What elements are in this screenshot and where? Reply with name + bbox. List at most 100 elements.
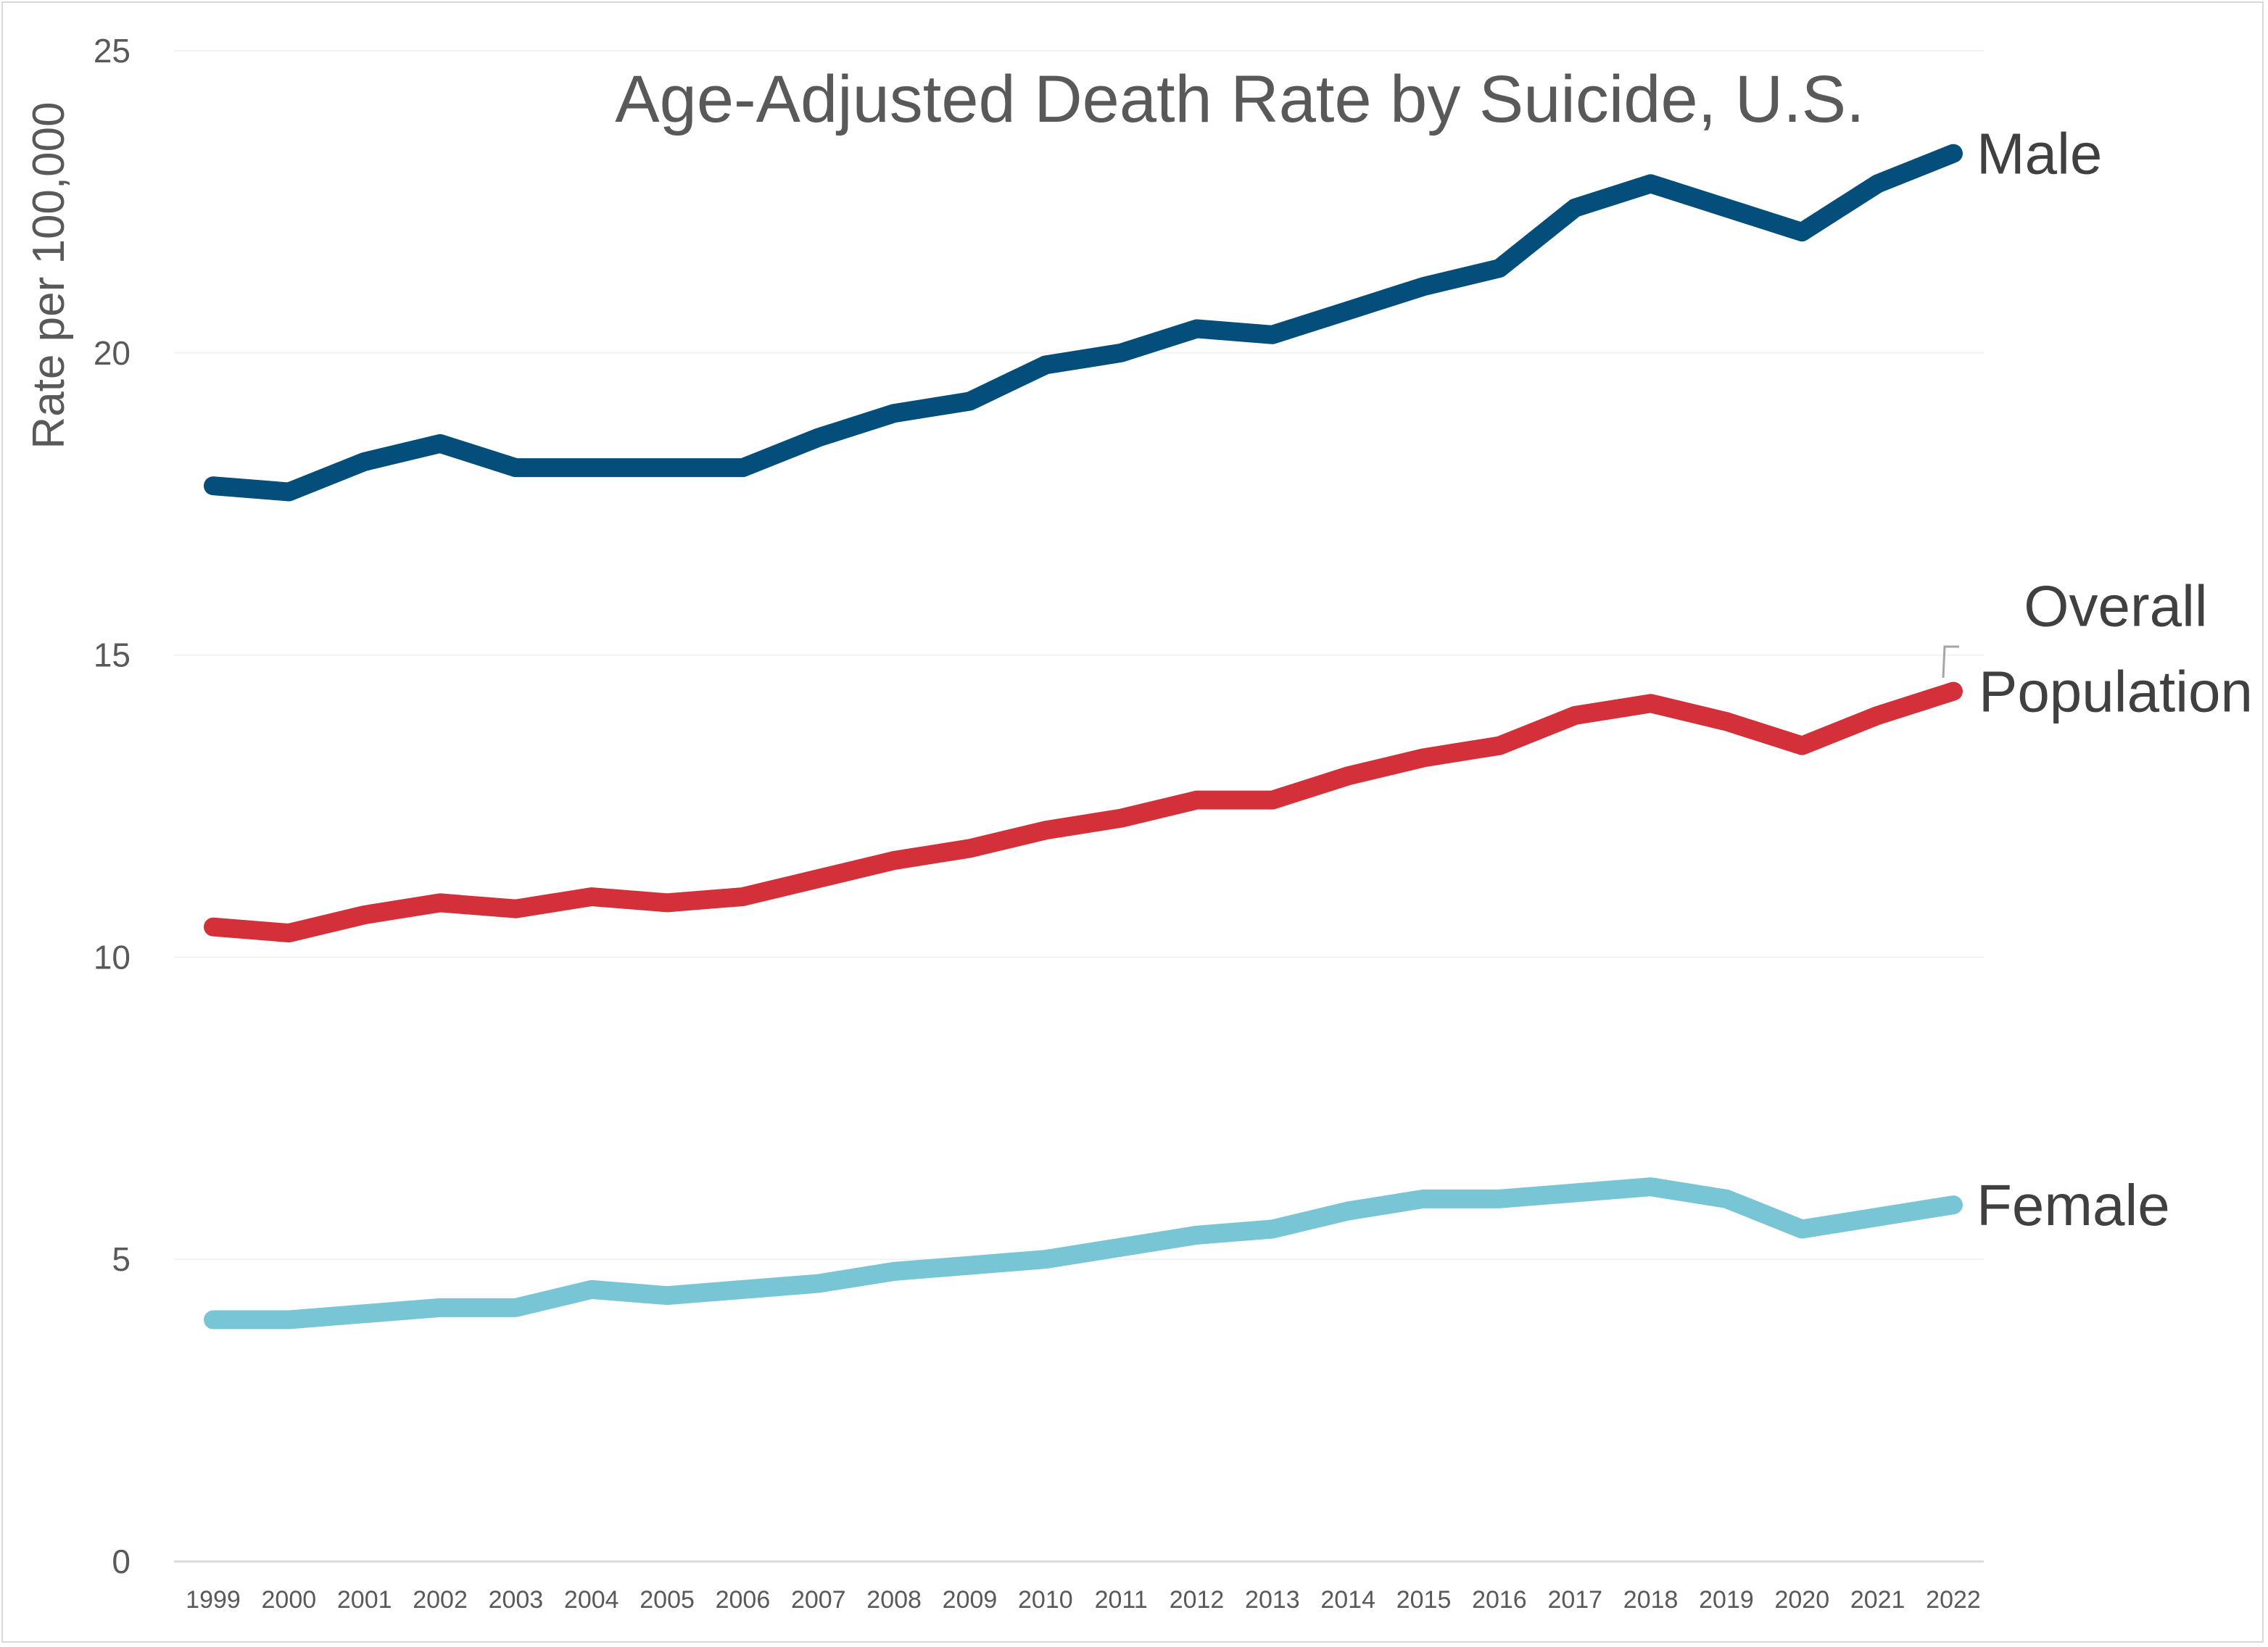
male-label: Male — [1977, 122, 2102, 186]
overall-population-label: Overall — [2024, 574, 2207, 639]
x-tick-label: 2020 — [1774, 1586, 1829, 1614]
female-point — [1650, 1186, 1652, 1188]
overall-population-point — [1196, 799, 1198, 801]
overall-population-point — [363, 914, 365, 916]
overall-population-point — [1876, 714, 1879, 716]
male-point — [212, 485, 214, 487]
female-point — [590, 1288, 592, 1290]
overall-population-point — [1725, 721, 1727, 723]
x-tick-label: 2016 — [1472, 1586, 1527, 1614]
male-point — [1650, 183, 1652, 185]
x-tick-label: 2009 — [943, 1586, 998, 1614]
male-point — [515, 467, 517, 469]
overall-population-point — [288, 932, 290, 934]
female-point — [1801, 1228, 1803, 1230]
y-tick-label: 0 — [112, 1543, 131, 1580]
female-point — [1120, 1246, 1122, 1248]
male-point — [288, 491, 290, 493]
male-point — [1498, 267, 1500, 270]
x-tick-label: 2005 — [640, 1586, 695, 1614]
overall-population-point — [1423, 757, 1425, 759]
male-point — [1574, 207, 1576, 209]
female-point — [969, 1264, 971, 1266]
x-tick-label: 2012 — [1170, 1586, 1225, 1614]
overall-population-point — [969, 847, 971, 850]
x-tick-label: 2004 — [564, 1586, 619, 1614]
y-tick-label: 15 — [94, 636, 131, 674]
y-axis-ticks: 0 5 10 15 20 25 — [94, 32, 131, 1580]
female-point — [1196, 1234, 1198, 1236]
male-point — [439, 442, 442, 444]
x-tick-label: 2017 — [1547, 1586, 1602, 1614]
chart-title: Age-Adjusted Death Rate by Suicide, U.S. — [615, 62, 1864, 136]
male-point — [1044, 364, 1046, 366]
male-point — [1725, 207, 1727, 209]
female-point — [1725, 1198, 1727, 1200]
overall-population-point — [893, 860, 895, 862]
female-point — [439, 1306, 442, 1308]
y-tick-label: 20 — [94, 334, 131, 372]
x-tick-label: 2022 — [1926, 1586, 1981, 1614]
male-point — [893, 412, 895, 415]
overall-population-point — [1953, 690, 1954, 692]
female-line — [204, 1177, 1963, 1329]
female-point — [1498, 1198, 1500, 1200]
male-point — [1196, 328, 1198, 330]
series-labels: Male Overall Population Female — [1977, 122, 2253, 1237]
female-point — [1876, 1216, 1879, 1218]
male-point — [1120, 352, 1122, 354]
x-tick-label: 2015 — [1396, 1586, 1452, 1614]
x-tick-label: 2018 — [1623, 1586, 1679, 1614]
overall-population-point — [1044, 829, 1046, 831]
female-point — [1574, 1192, 1576, 1194]
overall-population-point — [515, 908, 517, 910]
overall-population-point — [1347, 775, 1349, 777]
x-axis-ticks: 1999 2000 2001 2002 2003 2004 2005 2006 2007 2008… — [186, 1586, 1981, 1614]
female-point — [817, 1282, 819, 1285]
male-point — [666, 467, 669, 469]
series-lines — [204, 144, 1963, 1329]
x-tick-label: 2010 — [1018, 1586, 1073, 1614]
x-tick-label: 2006 — [716, 1586, 771, 1614]
overall-population-point — [1801, 744, 1803, 747]
y-axis-title: Rate per 100,000 — [24, 101, 74, 449]
x-tick-label: 2003 — [489, 1586, 544, 1614]
overall-population-point — [1498, 744, 1500, 747]
gridlines — [174, 50, 1984, 1261]
overall-population-point — [590, 896, 592, 898]
overall-population-point — [742, 896, 744, 898]
x-tick-label: 2019 — [1699, 1586, 1754, 1614]
overall-population-label: Population — [1979, 660, 2253, 724]
female-point — [666, 1295, 669, 1297]
male-point — [1953, 152, 1954, 154]
male-point — [1801, 231, 1803, 233]
male-point — [1876, 183, 1879, 185]
x-tick-label: 2013 — [1245, 1586, 1300, 1614]
x-tick-label: 1999 — [186, 1586, 241, 1614]
male-point — [1423, 286, 1425, 288]
overall-population-line — [204, 681, 1963, 943]
female-point — [288, 1319, 290, 1321]
female-point — [363, 1313, 365, 1315]
overall-population-point — [666, 902, 669, 904]
overall-label-leader-line — [1942, 645, 1959, 679]
male-line — [204, 144, 1963, 502]
x-tick-label: 2008 — [866, 1586, 922, 1614]
overall-population-point — [1120, 817, 1122, 819]
male-point — [817, 436, 819, 439]
female-point — [1044, 1258, 1046, 1261]
overall-population-point — [1650, 702, 1652, 705]
x-tick-label: 2002 — [413, 1586, 468, 1614]
male-point — [1271, 333, 1273, 336]
overall-population-point — [439, 902, 442, 904]
female-point — [1953, 1204, 1954, 1206]
male-point — [363, 460, 365, 462]
y-tick-label: 10 — [94, 938, 131, 976]
male-point — [969, 400, 971, 402]
x-tick-label: 2000 — [262, 1586, 317, 1614]
overall-population-point — [1574, 714, 1576, 716]
female-point — [893, 1270, 895, 1272]
y-tick-label: 25 — [94, 32, 131, 70]
